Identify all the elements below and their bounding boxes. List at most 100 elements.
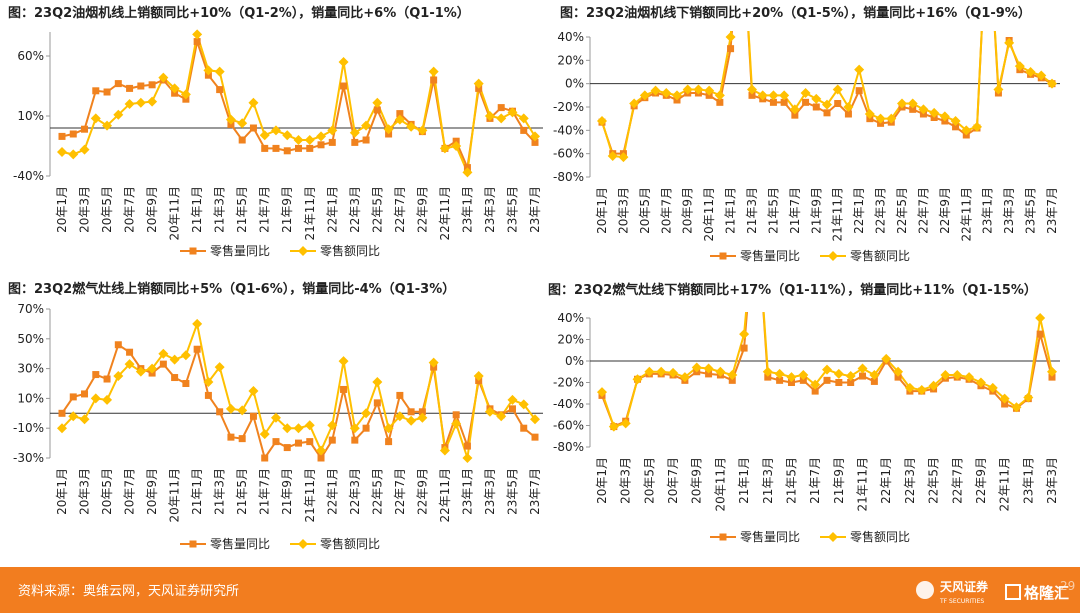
marker-diamond xyxy=(259,130,270,141)
marker-diamond xyxy=(124,99,135,109)
marker-square xyxy=(776,376,784,384)
marker-diamond xyxy=(237,405,248,416)
marker-diamond xyxy=(282,423,293,434)
marker-diamond xyxy=(1011,402,1022,413)
marker-square xyxy=(909,105,917,113)
x-tick-label: 23年5月 xyxy=(505,468,519,515)
marker-square xyxy=(835,379,843,386)
marker-square xyxy=(791,111,799,119)
marker-square xyxy=(148,81,156,89)
marker-square xyxy=(719,533,727,541)
marker-diamond xyxy=(316,131,327,142)
x-tick-label: 22年7月 xyxy=(393,186,407,233)
marker-square xyxy=(823,109,831,117)
x-tick-label: 22年5月 xyxy=(895,187,909,234)
marker-square xyxy=(780,98,788,106)
marker-square xyxy=(727,45,735,53)
marker-square xyxy=(362,136,370,144)
x-tick-label: 20年1月 xyxy=(55,186,69,233)
x-tick-label: 21年5月 xyxy=(235,186,249,233)
marker-diamond xyxy=(90,393,101,404)
marker-square xyxy=(870,377,878,385)
marker-diamond xyxy=(484,111,495,121)
y-tick-label: -40% xyxy=(13,169,44,183)
marker-diamond xyxy=(843,102,854,112)
x-tick-label: 23年3月 xyxy=(1045,457,1059,504)
watermark: 格隆汇 xyxy=(1024,584,1069,602)
marker-square xyxy=(114,80,122,88)
marker-square xyxy=(373,106,381,114)
x-tick-label: 23年1月 xyxy=(460,186,474,233)
marker-diamond xyxy=(786,372,797,383)
marker-square xyxy=(249,412,257,420)
y-tick-label: -20% xyxy=(553,376,584,390)
marker-diamond xyxy=(833,368,844,379)
marker-diamond xyxy=(857,363,868,374)
marker-square xyxy=(769,98,777,106)
x-tick-label: 21年1月 xyxy=(737,457,751,504)
x-tick-label: 23年3月 xyxy=(483,186,497,233)
y-tick-label: 60% xyxy=(17,49,44,63)
marker-diamond xyxy=(779,90,790,101)
marker-diamond xyxy=(597,387,607,398)
legend-label: 零售额同比 xyxy=(850,529,910,544)
marker-diamond xyxy=(668,367,679,378)
legend-label: 零售额同比 xyxy=(850,248,910,263)
marker-diamond xyxy=(135,366,146,377)
marker-square xyxy=(126,84,134,92)
x-tick-label: 20年1月 xyxy=(595,457,609,504)
x-tick-label: 20年9月 xyxy=(145,468,159,515)
marker-diamond xyxy=(57,423,67,434)
marker-diamond xyxy=(1035,313,1046,323)
marker-diamond xyxy=(90,113,101,124)
x-tick-label: 20年11月 xyxy=(702,187,716,242)
marker-square xyxy=(81,390,89,398)
marker-diamond xyxy=(672,90,682,101)
y-tick-label: -60% xyxy=(553,419,584,433)
y-tick-label: 40% xyxy=(557,311,584,325)
marker-square xyxy=(189,540,197,548)
marker-diamond xyxy=(372,377,383,388)
marker-diamond xyxy=(999,393,1010,404)
marker-diamond xyxy=(248,97,259,108)
marker-square xyxy=(497,104,505,112)
x-tick-label: 20年7月 xyxy=(123,468,137,515)
x-tick-label: 20年9月 xyxy=(690,457,704,504)
marker-diamond xyxy=(691,362,702,373)
x-tick-label: 21年11月 xyxy=(831,187,845,242)
marker-diamond xyxy=(907,98,918,109)
marker-diamond xyxy=(1004,37,1015,48)
marker-diamond xyxy=(644,366,655,377)
marker-diamond xyxy=(607,151,618,161)
marker-square xyxy=(802,98,810,106)
x-tick-label: 20年7月 xyxy=(123,186,137,233)
marker-square xyxy=(114,341,122,349)
marker-square xyxy=(748,91,756,99)
marker-square xyxy=(261,144,269,152)
marker-diamond xyxy=(886,113,897,124)
marker-diamond xyxy=(158,72,169,83)
marker-diamond xyxy=(518,399,529,410)
x-tick-label: 23年1月 xyxy=(460,468,474,515)
marker-square xyxy=(407,408,415,416)
marker-diamond xyxy=(394,114,405,125)
marker-square xyxy=(859,372,867,380)
marker-square xyxy=(238,435,246,443)
x-tick-label: 22年11月 xyxy=(438,468,452,523)
marker-square xyxy=(520,126,528,134)
marker-diamond xyxy=(987,382,998,393)
marker-diamond xyxy=(180,350,191,361)
marker-square xyxy=(159,360,167,368)
marker-square xyxy=(1048,373,1056,381)
marker-diamond xyxy=(462,167,473,178)
x-tick-label: 20年3月 xyxy=(616,187,630,234)
marker-square xyxy=(171,374,179,382)
marker-diamond xyxy=(656,366,667,377)
marker-diamond xyxy=(875,113,886,124)
marker-diamond xyxy=(282,130,293,141)
marker-square xyxy=(193,345,201,353)
marker-diamond xyxy=(406,121,417,132)
plot xyxy=(597,312,1057,432)
x-tick-label: 20年7月 xyxy=(666,457,680,504)
marker-diamond xyxy=(798,369,809,380)
